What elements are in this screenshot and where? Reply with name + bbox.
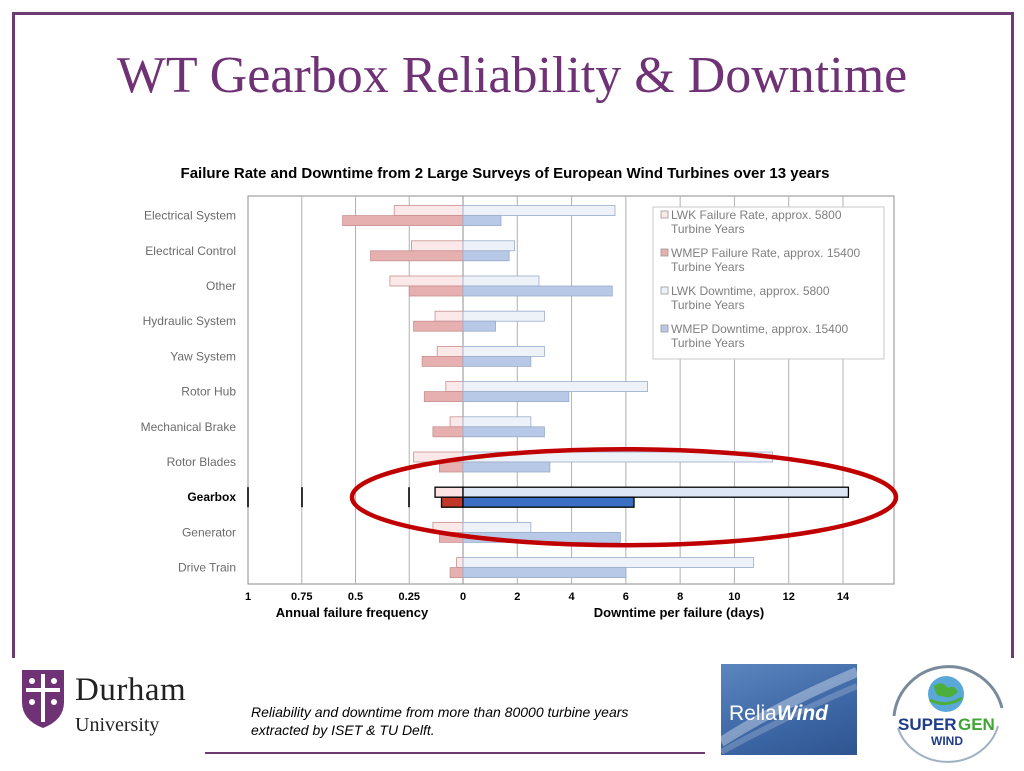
right-tick-label-0: 2	[514, 591, 520, 603]
bar-rotor-hub-series-1	[445, 381, 464, 393]
supergen-wordmark-super: SUPER	[898, 715, 957, 734]
category-label-2: Other	[206, 279, 236, 293]
category-label-5: Rotor Hub	[181, 385, 236, 399]
category-label-7: Rotor Blades	[167, 455, 236, 469]
slide-title: WT Gearbox Reliability & Downtime	[116, 47, 908, 104]
bar-electrical-control-series-2	[370, 250, 464, 262]
bar-electrical-control-series-3	[462, 240, 515, 252]
bar-mechanical-brake-series-3	[462, 416, 532, 428]
supergen-wordmark-gen: GEN	[958, 715, 995, 734]
bar-electrical-control-series-1	[410, 240, 464, 252]
bar-drive-train-series-2	[449, 567, 464, 578]
highlight-ellipse	[349, 446, 899, 548]
right-tick-label-4: 10	[728, 591, 740, 603]
bar-other-series-2	[408, 285, 464, 297]
bar-electrical-control-series-4	[462, 250, 510, 262]
bar-yaw-system-series-4	[462, 355, 532, 367]
slide-frame-left	[12, 12, 15, 658]
bar-gearbox-series-4	[462, 496, 635, 508]
bar-mechanical-brake-series-1	[449, 416, 464, 428]
right-tick-label-3: 8	[677, 591, 683, 603]
footnote-line-2: extracted by ISET & TU Delft.	[251, 722, 435, 738]
legend-box	[652, 206, 885, 360]
category-label-9: Generator	[182, 525, 236, 539]
durham-university-logo: Durham University	[20, 668, 210, 748]
category-label-1: Electrical Control	[145, 244, 236, 258]
legend-label-3-line1: LWK Downtime, approx. 5800	[671, 284, 830, 298]
bar-other-series-1	[389, 275, 464, 287]
legend-label-4-line2: Turbine Years	[671, 336, 745, 350]
category-label-6: Mechanical Brake	[141, 420, 237, 434]
legend-label-4-line1: WMEP Downtime, approx. 15400	[671, 322, 849, 336]
bar-other-series-4	[462, 285, 613, 297]
slide-frame-right	[1011, 12, 1014, 658]
bar-drive-train-series-1	[456, 557, 464, 568]
footnote: Reliability and downtime from more than …	[251, 703, 701, 739]
legend-swatch-2	[660, 248, 669, 257]
reliawind-swoosh-icon	[721, 667, 857, 755]
chart-title: Failure Rate and Downtime from 2 Large S…	[181, 165, 830, 182]
legend-swatch-3	[660, 286, 669, 295]
bar-hydraulic-system-series-3	[462, 310, 545, 322]
supergen-wordmark-wind: WIND	[931, 734, 963, 748]
category-label-0: Electrical System	[144, 209, 236, 223]
bar-electrical-system-series-4	[462, 215, 502, 227]
right-tick-label-2: 6	[623, 591, 629, 603]
bar-hydraulic-system-series-2	[413, 320, 464, 332]
bar-drive-train-series-3	[462, 557, 754, 568]
bar-rotor-blades-series-4	[462, 461, 551, 473]
left-tick-label-1: 0.75	[291, 591, 312, 603]
legend-swatch-1	[660, 210, 669, 219]
university-wordmark: University	[75, 714, 160, 736]
legend-label-2-line1: WMEP Failure Rate, approx. 15400	[671, 246, 861, 260]
bar-mechanical-brake-series-4	[462, 426, 545, 438]
durham-crest-icon	[22, 670, 64, 728]
bar-electrical-system-series-3	[462, 205, 616, 217]
bar-electrical-system-series-1	[393, 205, 464, 217]
bar-gearbox-series-3	[462, 486, 850, 498]
left-axis-title: Annual failure frequency	[276, 605, 429, 620]
category-label-8: Gearbox	[187, 490, 236, 504]
bar-gearbox-series-1	[434, 486, 464, 498]
right-axis-title: Downtime per failure (days)	[594, 605, 764, 620]
bar-hydraulic-system-series-1	[434, 310, 464, 322]
bar-gearbox-series-2	[440, 496, 464, 508]
left-tick-label-3: 0.25	[399, 591, 420, 603]
bar-yaw-system-series-2	[421, 355, 464, 367]
right-tick-label-6: 14	[837, 591, 850, 603]
category-label-10: Drive Train	[178, 561, 236, 575]
bar-hydraulic-system-series-4	[462, 320, 496, 332]
slide-frame-top	[12, 12, 1014, 15]
failure-downtime-chart: Failure Rate and Downtime from 2 Large S…	[141, 165, 899, 620]
legend-label-1-line2: Turbine Years	[671, 222, 745, 236]
legend-swatch-4	[660, 324, 669, 333]
legend-label-3-line2: Turbine Years	[671, 298, 745, 312]
right-tick-label-5: 12	[783, 591, 795, 603]
supergen-wind-logo: SUPER GEN WIND	[884, 656, 1010, 766]
slide-frame-bottom	[205, 752, 705, 754]
bar-drive-train-series-4	[462, 567, 627, 578]
legend-label-2-line2: Turbine Years	[671, 260, 745, 274]
right-tick-label-1: 4	[569, 591, 576, 603]
footnote-line-1: Reliability and downtime from more than …	[251, 704, 629, 720]
bar-rotor-hub-series-4	[462, 391, 570, 403]
left-tick-label-4: 0	[460, 591, 466, 603]
reliawind-logo: ReliaWind	[721, 664, 857, 755]
bar-electrical-system-series-2	[342, 215, 464, 227]
bar-yaw-system-series-3	[462, 345, 545, 357]
bar-rotor-hub-series-2	[423, 391, 464, 403]
category-label-4: Yaw System	[170, 349, 236, 363]
category-label-3: Hydraulic System	[143, 314, 236, 328]
bar-generator-series-3	[462, 522, 532, 533]
durham-wordmark: Durham	[75, 672, 187, 708]
bar-rotor-hub-series-3	[462, 381, 648, 393]
supergen-globe-icon: SUPER GEN WIND	[892, 665, 1004, 763]
left-tick-label-2: 0.5	[348, 591, 363, 603]
bar-other-series-3	[462, 275, 540, 287]
left-tick-label-0: 1	[245, 591, 251, 603]
bar-yaw-system-series-1	[436, 345, 464, 357]
bar-mechanical-brake-series-2	[432, 426, 464, 438]
legend-label-1-line1: LWK Failure Rate, approx. 5800	[671, 208, 842, 222]
reliawind-wordmark: ReliaWind	[729, 702, 828, 725]
